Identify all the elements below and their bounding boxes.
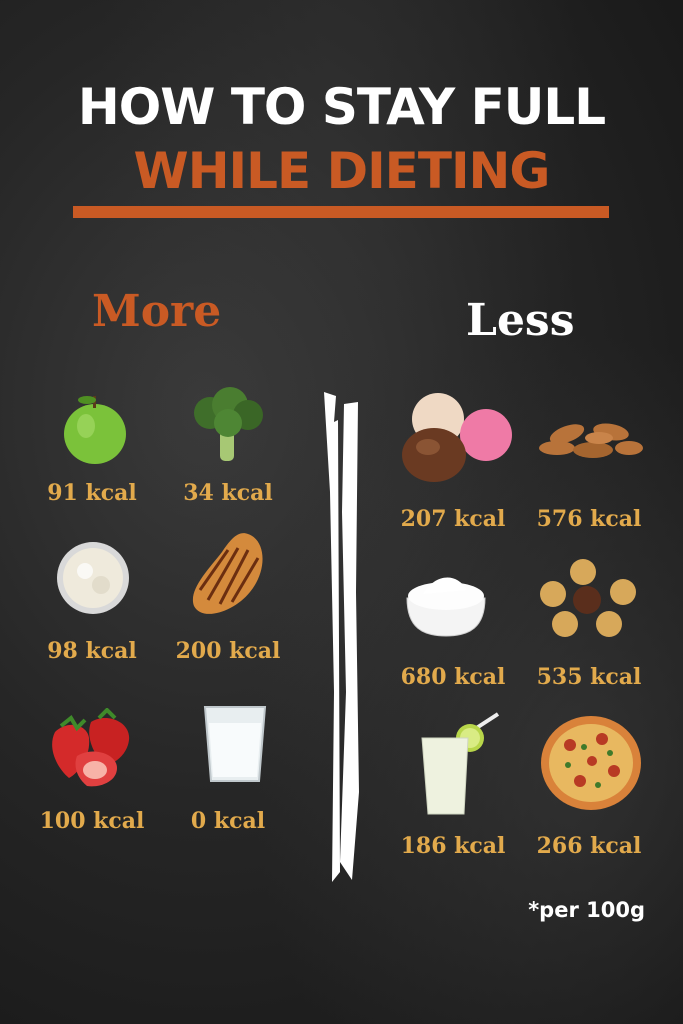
almonds-icon (539, 423, 643, 458)
kcal-label-apple: 91 kcal (47, 480, 137, 506)
broccoli-icon (194, 387, 263, 461)
footnote: *per 100g (528, 898, 645, 922)
title-underline (73, 206, 609, 218)
kcal-label-broccoli: 34 kcal (183, 480, 273, 506)
lemonade-icon (421, 712, 500, 815)
kcal-label-chicken: 200 kcal (175, 638, 281, 664)
pizza-icon (541, 716, 641, 810)
rice-bowl-icon (57, 542, 129, 614)
brush-divider (324, 392, 359, 882)
less-heading: Less (466, 295, 575, 346)
water-glass-icon (203, 706, 267, 782)
kcal-label-chocolates: 535 kcal (536, 664, 642, 690)
kcal-label-cream: 680 kcal (400, 664, 506, 690)
cream-bowl-icon (406, 577, 486, 637)
kcal-label-water: 0 kcal (190, 808, 266, 834)
title-line-2: WHILE DIETING (133, 142, 551, 200)
kcal-label-rice: 98 kcal (47, 638, 137, 664)
chocolates-icon (540, 559, 636, 637)
kcal-label-ice-cream: 207 kcal (400, 506, 506, 532)
strawberries-icon (52, 708, 130, 787)
more-heading: More (92, 286, 222, 337)
apple-icon (64, 396, 126, 464)
title-line-1: HOW TO STAY FULL (77, 78, 606, 136)
grilled-chicken-icon (192, 533, 263, 614)
ice-cream-icon (402, 393, 512, 482)
kcal-label-almonds: 576 kcal (536, 506, 642, 532)
kcal-label-strawberries: 100 kcal (39, 808, 145, 834)
kcal-label-pizza: 266 kcal (536, 833, 642, 859)
kcal-label-lemonade: 186 kcal (400, 833, 506, 859)
